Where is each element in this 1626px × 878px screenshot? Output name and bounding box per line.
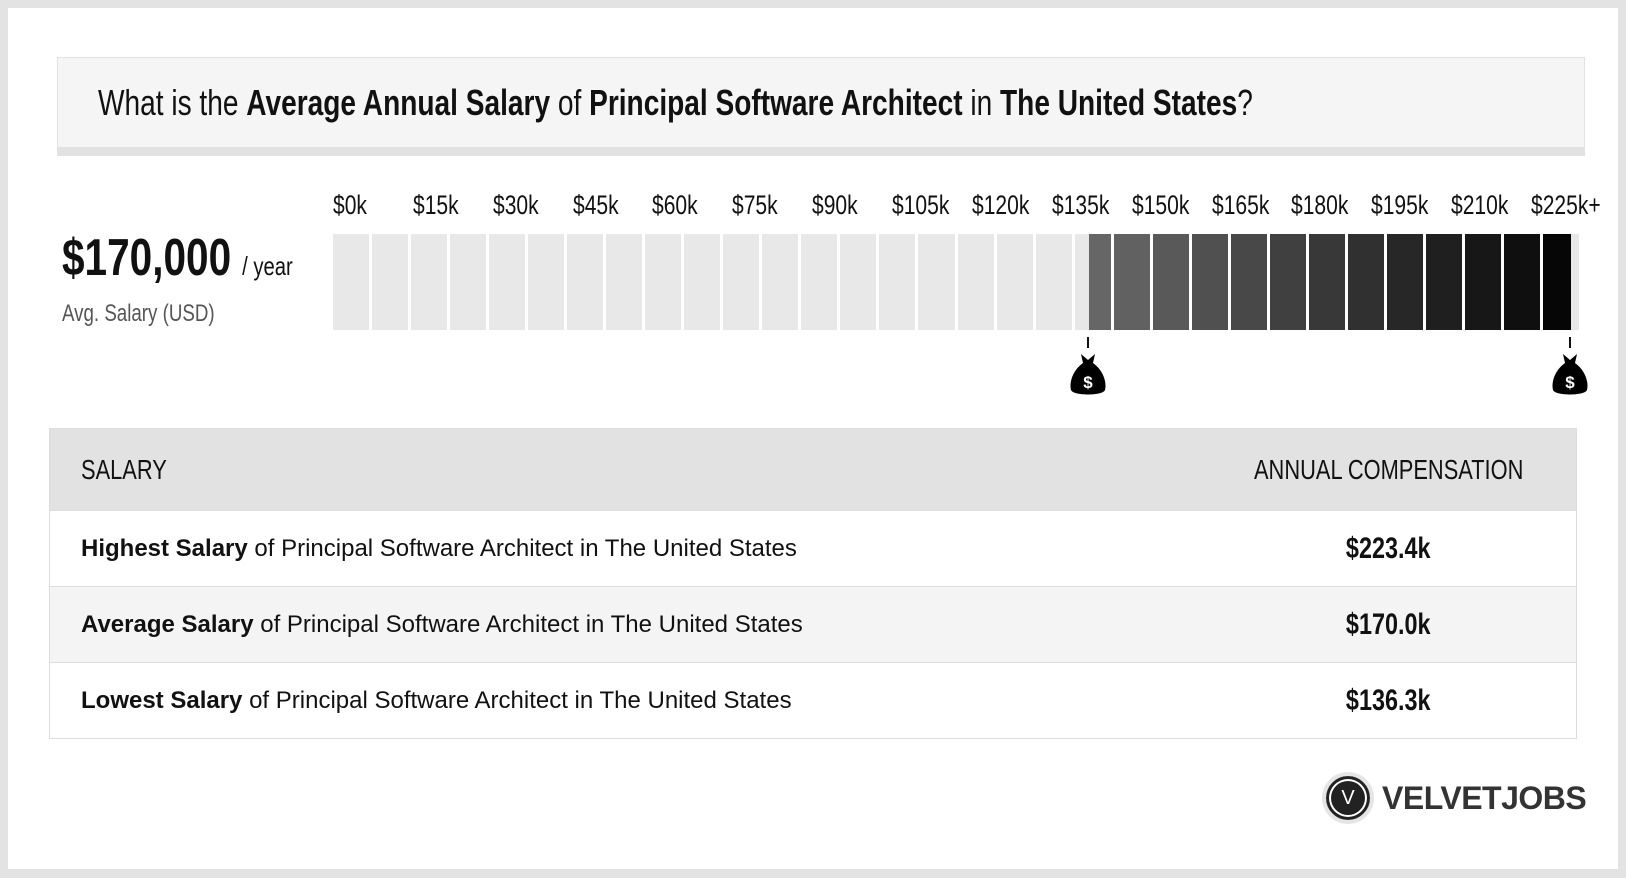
tick-label: $180k <box>1291 190 1349 220</box>
range-segment <box>1152 234 1189 330</box>
range-segment <box>1074 234 1111 330</box>
range-segment <box>1542 234 1579 330</box>
tick-label: $90k <box>812 190 858 220</box>
range-segment <box>996 234 1033 330</box>
low-marker: $ <box>1068 337 1108 403</box>
tick-label: $210k <box>1451 190 1509 220</box>
tick-label: $60k <box>652 190 699 220</box>
range-segment <box>567 234 604 330</box>
header-annual-compensation: ANNUAL COMPENSATION <box>1253 453 1524 485</box>
salary-table: SALARY ANNUAL COMPENSATION Highest Salar… <box>49 428 1577 739</box>
salary-range-bar <box>333 234 1579 330</box>
range-segment <box>1386 234 1423 330</box>
range-segment <box>1347 234 1384 330</box>
svg-text:$: $ <box>1083 373 1093 392</box>
high-marker: $ <box>1550 337 1590 403</box>
tick-label: $135k <box>1051 190 1110 220</box>
range-segment <box>372 234 409 330</box>
svg-text:$: $ <box>1565 373 1575 392</box>
tick-label: $225k+ <box>1531 190 1601 220</box>
range-segment <box>723 234 760 330</box>
money-bag-icon: $ <box>1070 354 1106 395</box>
range-segment <box>645 234 682 330</box>
tick-label: $30k <box>492 190 539 220</box>
range-segment <box>333 234 370 330</box>
range-segment <box>879 234 916 330</box>
page-title: What is the Average Annual Salary of Pri… <box>98 82 1253 123</box>
range-segment <box>684 234 721 330</box>
title-banner: What is the Average Annual Salary of Pri… <box>57 57 1585 156</box>
range-segment <box>450 234 487 330</box>
table-row: Highest Salary of Principal Software Arc… <box>50 510 1576 586</box>
tick-label: $165k <box>1211 190 1269 220</box>
header-salary: SALARY <box>81 453 167 485</box>
range-segment <box>1035 234 1072 330</box>
range-segment <box>762 234 799 330</box>
range-segment <box>1425 234 1462 330</box>
range-segment <box>957 234 994 330</box>
range-segment <box>1503 234 1540 330</box>
range-segment <box>801 234 838 330</box>
table-row: Lowest Salary of Principal Software Arch… <box>50 662 1576 738</box>
tick-label: $105k <box>892 190 950 220</box>
tick-label: $195k <box>1371 190 1429 220</box>
tick-label: $75k <box>732 190 779 220</box>
average-salary-label: Avg. Salary (USD) <box>62 300 215 327</box>
range-segment <box>411 234 448 330</box>
table-row: Average Salary of Principal Software Arc… <box>50 586 1576 662</box>
range-segment <box>1464 234 1501 330</box>
range-segment <box>918 234 955 330</box>
tick-label: $150k <box>1131 190 1190 220</box>
tick-label: $15k <box>412 190 459 220</box>
range-segment <box>528 234 565 330</box>
tick-label: $0k <box>333 190 367 220</box>
tick-labels: $0k $15k $30k $45k $60k $75k $90k $105k $120k $13… <box>333 190 1601 220</box>
range-segment <box>606 234 643 330</box>
tick-label: $120k <box>971 190 1030 220</box>
range-segment <box>1191 234 1228 330</box>
range-segment <box>489 234 526 330</box>
range-segment <box>1230 234 1267 330</box>
range-segment <box>840 234 877 330</box>
money-bag-icon: $ <box>1552 354 1588 395</box>
table-header: SALARY ANNUAL COMPENSATION <box>50 429 1576 510</box>
range-segment <box>1113 234 1150 330</box>
tick-label: $45k <box>572 190 619 220</box>
logo-mark-icon: V <box>1322 772 1374 824</box>
velvetjobs-logo: V VELVETJOBS <box>1322 772 1587 824</box>
average-salary: $170,000/ year <box>62 229 293 287</box>
range-segment <box>1308 234 1345 330</box>
range-segment <box>1269 234 1306 330</box>
